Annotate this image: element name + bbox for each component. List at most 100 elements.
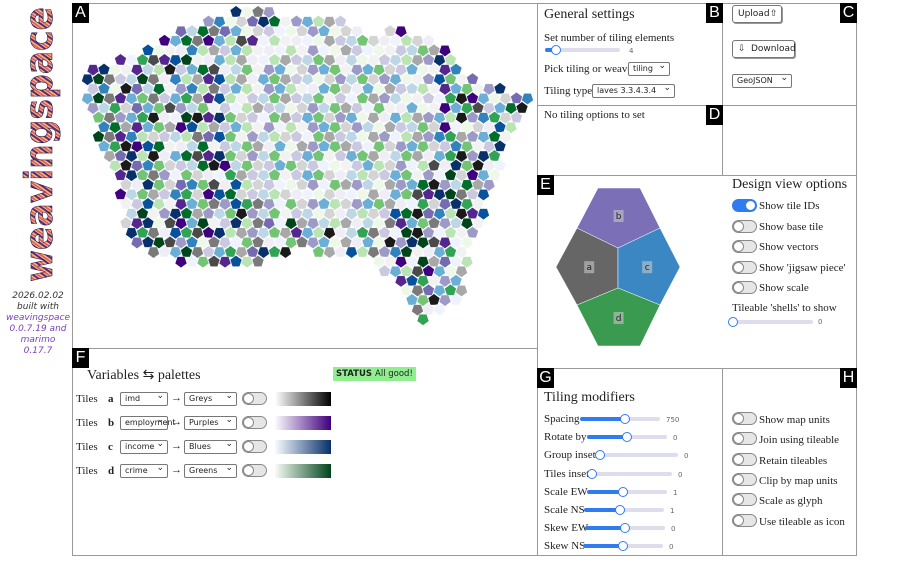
map-tile bbox=[477, 131, 490, 144]
map-tile bbox=[356, 34, 369, 46]
select[interactable]: imd bbox=[120, 390, 168, 406]
select[interactable]: laves 3.3.4.3.4 bbox=[592, 82, 675, 98]
map-tile bbox=[81, 73, 94, 86]
map-tile bbox=[174, 198, 188, 211]
map-tile bbox=[378, 34, 391, 46]
map-tile bbox=[279, 54, 292, 67]
map-tile bbox=[257, 93, 270, 105]
map-tile bbox=[290, 15, 303, 27]
map-tile bbox=[438, 256, 452, 269]
toggle[interactable] bbox=[732, 513, 757, 527]
slider-fill bbox=[585, 526, 625, 531]
map-tile bbox=[504, 121, 518, 134]
map-tile bbox=[81, 93, 94, 105]
map-tile bbox=[207, 101, 221, 114]
map-tile bbox=[196, 83, 210, 96]
toggle[interactable] bbox=[732, 412, 757, 425]
select[interactable]: employment bbox=[120, 414, 176, 430]
slider-knob[interactable] bbox=[615, 505, 625, 515]
button[interactable]: ⇩ Download bbox=[732, 40, 796, 58]
map-tile bbox=[367, 131, 380, 144]
toggle[interactable] bbox=[732, 219, 757, 233]
slider[interactable] bbox=[545, 45, 620, 55]
toggle[interactable] bbox=[242, 464, 267, 477]
toggle[interactable] bbox=[732, 472, 757, 486]
map-tile bbox=[130, 102, 144, 115]
select[interactable]: crime bbox=[120, 462, 168, 478]
map-tile bbox=[158, 168, 171, 181]
map-tile bbox=[284, 160, 298, 173]
select[interactable]: tiling bbox=[628, 60, 670, 76]
map-tile bbox=[488, 91, 501, 104]
slider-knob[interactable] bbox=[595, 450, 606, 461]
toggle[interactable] bbox=[242, 416, 267, 429]
toggle[interactable] bbox=[732, 199, 757, 212]
map-tile bbox=[317, 235, 331, 248]
slider-fill bbox=[580, 417, 625, 421]
map-tile bbox=[103, 93, 116, 105]
select[interactable]: income bbox=[120, 438, 168, 454]
toggle[interactable] bbox=[242, 440, 267, 453]
select[interactable]: GeoJSON bbox=[732, 72, 792, 88]
map-tile bbox=[389, 266, 402, 278]
toggle[interactable] bbox=[242, 392, 267, 405]
toggle[interactable] bbox=[732, 452, 757, 466]
slider-knob[interactable] bbox=[728, 317, 738, 327]
map-tile bbox=[422, 130, 435, 143]
map-tile bbox=[191, 54, 204, 67]
slider[interactable] bbox=[580, 414, 660, 424]
select[interactable]: Blues bbox=[184, 438, 237, 454]
map-tile bbox=[411, 73, 424, 86]
map-tile bbox=[427, 216, 441, 229]
map-tile bbox=[147, 169, 160, 182]
slider-knob[interactable] bbox=[551, 45, 562, 55]
map-tile bbox=[306, 121, 320, 134]
slider[interactable] bbox=[587, 486, 667, 497]
map-tile bbox=[389, 169, 402, 182]
button[interactable]: Upload ⇧ bbox=[732, 5, 782, 23]
slider[interactable] bbox=[587, 432, 667, 443]
slider-knob[interactable] bbox=[622, 432, 632, 443]
slider[interactable] bbox=[728, 317, 813, 327]
map-tile bbox=[268, 245, 281, 258]
map-tile bbox=[306, 83, 320, 96]
toggle[interactable] bbox=[732, 432, 757, 446]
map-tile bbox=[372, 83, 386, 96]
slider-knob[interactable] bbox=[618, 541, 628, 552]
slider[interactable] bbox=[595, 450, 678, 461]
toggle[interactable] bbox=[732, 281, 757, 294]
toggle[interactable] bbox=[732, 240, 757, 253]
map-tile bbox=[438, 83, 452, 96]
slider-knob[interactable] bbox=[587, 468, 597, 479]
map-tile bbox=[345, 35, 358, 48]
slider-knob[interactable] bbox=[618, 486, 628, 497]
map-tile bbox=[493, 139, 507, 152]
slider-knob[interactable] bbox=[620, 523, 630, 534]
map-tile bbox=[284, 26, 298, 38]
map-tile bbox=[301, 112, 314, 125]
map-tile bbox=[339, 82, 353, 95]
slider[interactable] bbox=[583, 541, 663, 552]
map-tile bbox=[213, 227, 226, 240]
map-tile bbox=[427, 293, 441, 306]
map-tile bbox=[499, 131, 512, 144]
slider[interactable] bbox=[584, 505, 664, 515]
map-tile bbox=[389, 227, 402, 240]
map-tile bbox=[405, 255, 419, 267]
slider[interactable] bbox=[587, 468, 672, 479]
map-tile bbox=[97, 101, 111, 114]
slider[interactable] bbox=[585, 523, 665, 534]
select[interactable]: Purples bbox=[184, 414, 237, 430]
toggle[interactable] bbox=[732, 493, 757, 507]
select[interactable]: Greys bbox=[184, 390, 237, 406]
map-tile bbox=[383, 82, 397, 95]
map-tile bbox=[361, 139, 375, 152]
select[interactable]: Greens bbox=[184, 462, 237, 478]
slider-knob[interactable] bbox=[619, 414, 630, 424]
map-tile bbox=[86, 64, 100, 77]
map-tile bbox=[394, 275, 408, 288]
map-tile bbox=[224, 168, 237, 181]
toggle[interactable] bbox=[732, 260, 757, 274]
map-tile bbox=[141, 101, 155, 114]
map-tile bbox=[235, 169, 248, 182]
